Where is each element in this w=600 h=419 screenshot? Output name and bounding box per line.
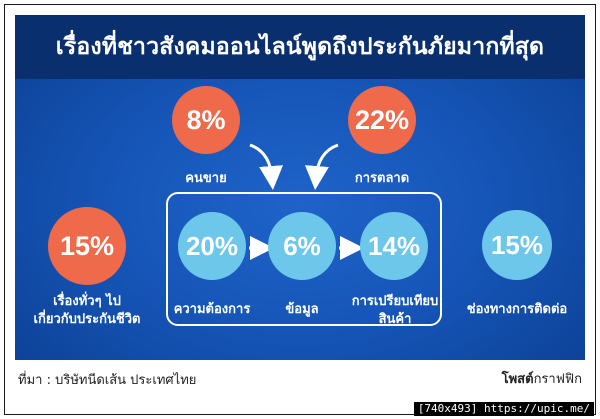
stat-label-information: ข้อมูล [262, 301, 342, 319]
stat-label-product-comparison: การเปรียบเทียบ สินค้า [340, 293, 450, 329]
stat-circle-contact-channels: 15% [482, 210, 552, 280]
stat-value: 20% [185, 230, 239, 261]
stat-value: 8% [186, 104, 226, 135]
stat-circle-salesperson: 8% [172, 86, 240, 154]
stat-label-general-life-insurance: เรื่องทั่วๆ ไป เกี่ยวกับประกันชีวิต [22, 293, 152, 329]
source-credit: ที่มา : บริษัทนีดเส้น ประเทศไทย [18, 373, 197, 388]
stat-value: 15% [490, 229, 544, 260]
stat-value: 6% [283, 230, 321, 261]
label-line: เกี่ยวกับประกันชีวิต [33, 312, 141, 327]
label-line: ช่องทางการติดต่อ [466, 302, 568, 317]
stat-label-contact-channels: ช่องทางการติดต่อ [460, 301, 574, 319]
stat-label-salesperson: คนขาย [185, 171, 227, 186]
brand-credit: โพสต์กราฟฟิก [502, 368, 582, 389]
stat-circle-general-life-insurance: 15% [48, 207, 126, 285]
stat-circle-information: 6% [268, 212, 336, 280]
stat-value: 14% [367, 230, 421, 261]
stat-label-marketing: การตลาด [354, 171, 410, 186]
stat-circle-marketing: 22% [348, 86, 416, 154]
label-line: เรื่องทั่วๆ ไป [53, 294, 121, 309]
title-bar: เรื่องที่ชาวสังคมออนไลน์พูดถึงประกันภัยม… [15, 15, 585, 79]
label-line: การเปรียบเทียบ [351, 294, 439, 309]
grouped-box [166, 192, 442, 326]
brand-suffix: กราฟฟิก [533, 372, 582, 387]
stat-circle-product-comparison: 14% [360, 212, 428, 280]
brand-name: โพสต์ [501, 372, 534, 387]
stat-value: 22% [354, 104, 410, 135]
curved-arrow-right [304, 143, 339, 190]
stat-circle-needs: 20% [178, 212, 246, 280]
curved-arrow-left [249, 143, 284, 190]
label-line: ความต้องการ [173, 302, 251, 317]
label-line: ข้อมูล [285, 302, 319, 317]
stat-label-needs: ความต้องการ [166, 301, 258, 319]
infographic-title: เรื่องที่ชาวสังคมออนไลน์พูดถึงประกันภัยม… [55, 34, 545, 60]
stat-value: 15% [59, 230, 115, 261]
upload-watermark: [740x493] https://upic.me/ [413, 402, 594, 416]
label-line: สินค้า [378, 312, 412, 327]
